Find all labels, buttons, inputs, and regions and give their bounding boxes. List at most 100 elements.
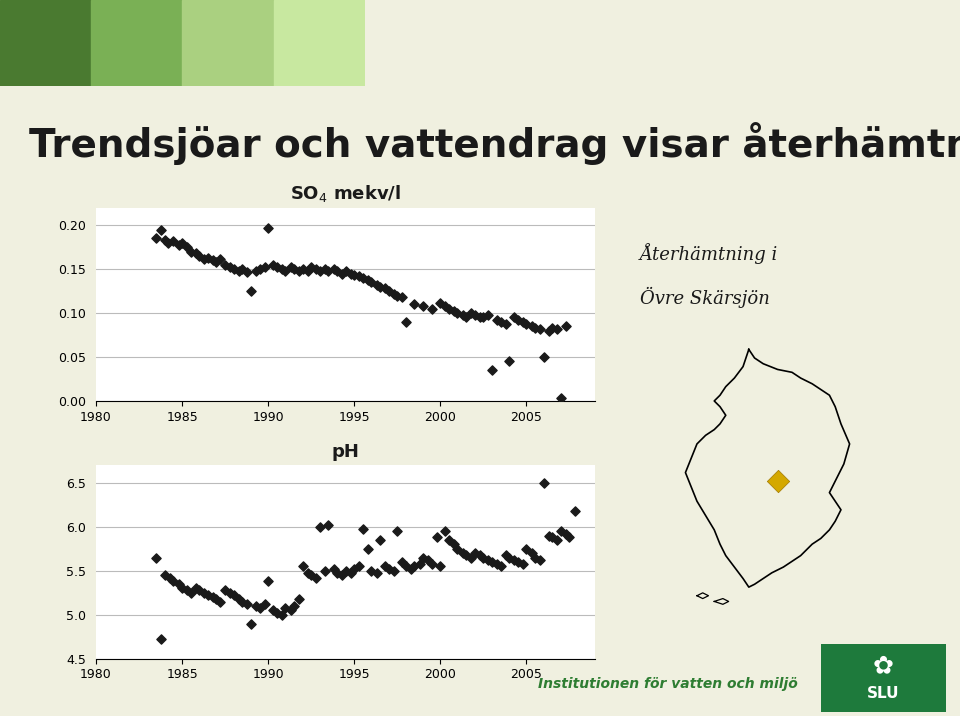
Point [510,314,525,326]
Point [364,276,379,288]
Point [501,356,516,367]
Point [175,583,190,594]
Point [303,261,319,273]
Point [377,561,393,572]
Point [252,602,267,614]
Point [360,274,375,286]
Point [201,252,216,263]
Title: pH: pH [331,443,360,461]
Point [566,505,582,517]
Point [481,555,496,566]
Point [398,561,414,572]
Point [269,261,284,273]
Point [438,526,453,537]
Point [226,590,241,601]
Point [541,530,557,541]
Point [527,552,542,563]
Point [180,241,195,253]
Point [507,555,522,566]
Text: Trendsjöar och vattendrag visar återhämtningen!: Trendsjöar och vattendrag visar återhämt… [29,122,960,165]
Point [484,556,499,568]
Point [475,311,491,323]
Point [442,303,457,314]
Point [550,534,565,546]
Point [338,265,353,276]
Point [312,521,327,533]
Point [450,543,466,555]
Point [334,569,349,581]
Point [544,322,560,334]
Point [300,567,316,579]
Point [372,534,388,546]
Point [516,558,531,569]
Point [364,565,379,576]
Point [395,291,410,303]
Point [536,352,551,363]
Point [420,555,436,566]
Point [300,265,316,276]
Point [510,556,525,568]
Point [166,236,181,247]
Point [377,283,393,294]
Point [407,299,422,310]
Point [217,584,232,596]
Point [205,255,221,266]
Point [459,549,474,561]
Bar [274,0,365,86]
Point [355,523,371,534]
Point [180,584,195,596]
Point [450,307,466,319]
Point [347,270,362,281]
Point [490,558,505,569]
Point [212,596,228,607]
Point [351,271,367,282]
Point [442,534,457,546]
Point [492,316,508,328]
Point [507,311,522,323]
Point [424,558,440,569]
Point [390,290,405,301]
Point [197,253,212,264]
Point [321,265,336,276]
Point [398,316,414,328]
Point [455,309,470,321]
Point [317,565,332,576]
Point [472,549,488,561]
Point [309,263,324,275]
Point [234,596,250,607]
Point [286,600,301,611]
Point [386,288,401,299]
Point [541,325,557,337]
Text: Återhämtning i: Återhämtning i [639,243,779,264]
Point [390,526,405,537]
Point [464,552,479,563]
Point [252,263,267,275]
Point [536,478,551,489]
Point [292,594,307,605]
Point [209,594,225,605]
Point [381,563,396,575]
Point [369,567,384,579]
Point [205,591,221,603]
Point [498,318,514,329]
Point [484,364,499,376]
Point [231,265,247,276]
Point [201,590,216,601]
Point [518,318,534,329]
Point [275,609,290,621]
Point [403,563,419,575]
Point [188,248,204,259]
Bar [182,0,274,86]
Point [429,532,444,543]
Point [438,300,453,311]
Point [277,602,293,614]
Point [516,316,531,328]
Text: SLU: SLU [867,686,900,701]
Point [192,584,207,596]
Point [343,567,358,579]
Point [321,519,336,531]
Point [212,253,228,264]
Point [209,256,225,268]
Point [160,237,176,248]
Point [490,314,505,326]
